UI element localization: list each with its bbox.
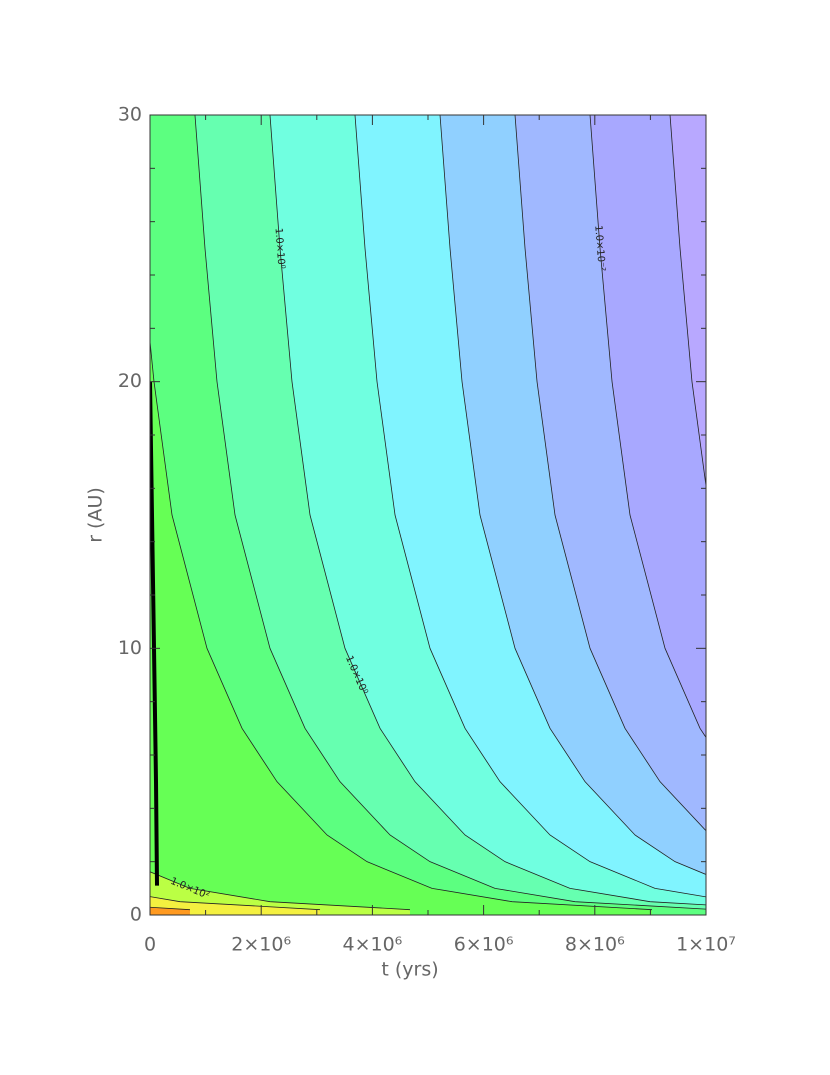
contour-label: 1.0×10⁰ — [272, 228, 286, 270]
contour-line — [150, 896, 321, 911]
y-tick-label: 30 — [118, 104, 142, 126]
contour-line — [150, 341, 653, 911]
y-axis-label: r (AU) — [85, 487, 107, 543]
contour-label: 1.0×10⁻² — [592, 225, 606, 272]
x-tick-label: 1×10⁷ — [676, 934, 736, 956]
contour-line — [439, 115, 706, 875]
y-tick-label: 10 — [118, 637, 142, 659]
contour-line — [514, 115, 706, 832]
contour-fill — [150, 115, 706, 915]
contour-line — [669, 115, 706, 486]
y-tick-label: 0 — [130, 904, 142, 926]
y-tick-label: 20 — [118, 370, 142, 392]
x-tick-label: 2×10⁶ — [231, 934, 291, 956]
x-tick-label: 0 — [144, 934, 156, 956]
x-tick-label: 8×10⁶ — [565, 934, 625, 956]
contour-fill — [150, 115, 653, 915]
x-tick-label: 4×10⁶ — [342, 934, 402, 956]
contour-line — [150, 871, 411, 911]
x-tick-label: 6×10⁶ — [454, 934, 514, 956]
contour-line — [589, 115, 706, 738]
contour-line — [150, 906, 190, 911]
x-axis-label: t (yrs) — [381, 959, 438, 981]
contour-line — [269, 115, 706, 906]
contour-line — [194, 115, 706, 910]
contour-line — [354, 115, 706, 898]
